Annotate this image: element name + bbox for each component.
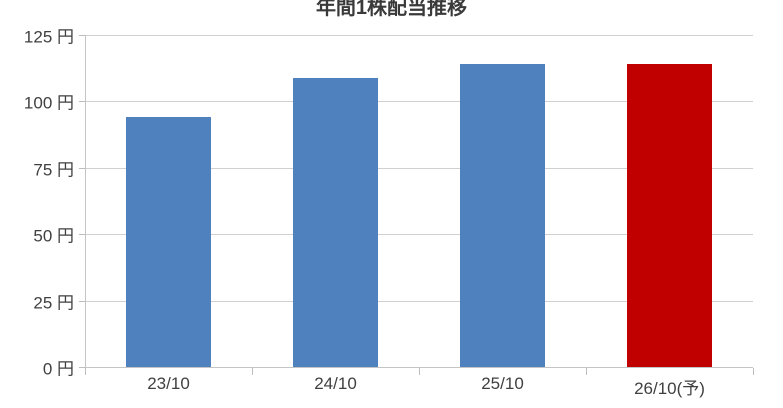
gridline <box>85 101 753 103</box>
x-tick-mark <box>753 368 754 375</box>
bar-2510 <box>460 64 545 367</box>
y-tick-mark <box>79 35 85 36</box>
y-tick-label: 125 円 <box>23 27 74 47</box>
y-tick-label: 50 円 <box>33 226 74 246</box>
x-axis-line <box>85 367 753 368</box>
y-tick-mark <box>79 101 85 103</box>
y-tick-mark <box>79 367 85 368</box>
gridline <box>85 167 753 169</box>
x-tick-mark <box>586 368 587 375</box>
plot-area <box>85 35 753 368</box>
x-tick-mark <box>419 368 420 375</box>
y-tick-label: 25 円 <box>33 293 74 313</box>
y-tick-label: 75 円 <box>33 160 74 180</box>
x-tick-label: 23/10 <box>147 374 190 393</box>
x-tick-mark <box>252 368 253 375</box>
y-tick-label: 100 円 <box>23 93 74 113</box>
x-tick-mark <box>85 368 86 375</box>
y-tick-mark <box>79 300 85 302</box>
y-tick-label: 0 円 <box>42 359 74 379</box>
y-axis-line <box>85 35 86 368</box>
y-tick-mark <box>79 167 85 169</box>
bar-2310 <box>126 117 211 367</box>
x-tick-label: 26/10(予) <box>634 379 705 398</box>
bar-2610 <box>627 64 712 367</box>
gridline <box>85 35 753 36</box>
bar-2410 <box>293 77 378 367</box>
x-tick-label: 25/10 <box>481 374 524 393</box>
chart-title: 年間1株配当推移 <box>315 0 468 19</box>
gridline <box>85 234 753 236</box>
y-tick-mark <box>79 234 85 236</box>
x-tick-label: 24/10 <box>314 374 357 393</box>
gridline <box>85 300 753 302</box>
